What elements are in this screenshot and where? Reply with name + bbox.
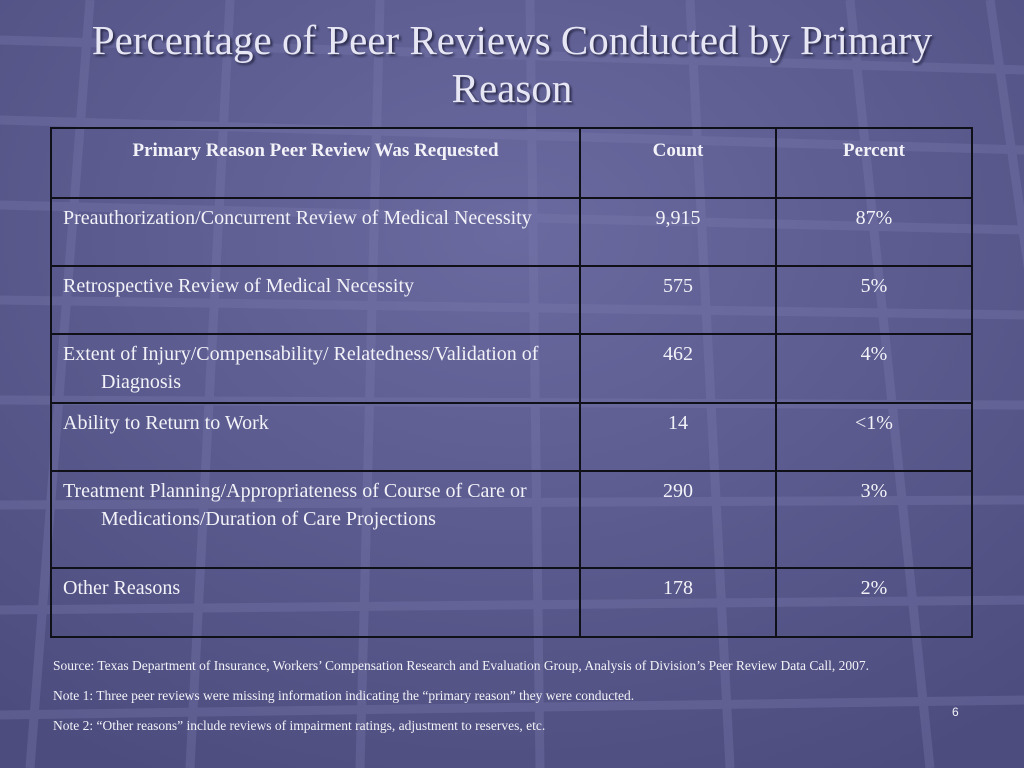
slide-title: Percentage of Peer Reviews Conducted by … (91, 17, 933, 111)
footnotes: Source: Texas Department of Insurance, W… (53, 655, 933, 745)
reason-cell: Ability to Return to Work (52, 404, 581, 470)
header-count: Count (581, 129, 777, 197)
percent-cell: 2% (860, 577, 888, 599)
page-number: 6 (952, 705, 959, 719)
table-row: Ability to Return to Work 14 <1% (52, 404, 971, 472)
table-row: Retrospective Review of Medical Necessit… (52, 267, 971, 335)
table-row: Extent of Injury/Compensability/ Related… (52, 335, 971, 404)
source-note: Source: Texas Department of Insurance, W… (53, 658, 870, 673)
peer-review-table: Primary Reason Peer Review Was Requested… (50, 127, 973, 638)
percent-cell: 4% (860, 343, 888, 365)
count-cell: 178 (581, 569, 777, 636)
reason-cell: Retrospective Review of Medical Necessit… (52, 267, 581, 333)
header-reason: Primary Reason Peer Review Was Requested (52, 129, 581, 197)
table-row: Other Reasons 178 2% (52, 569, 971, 636)
reason-cell: Preauthorization/Concurrent Review of Me… (52, 199, 581, 265)
count-cell: 575 (581, 267, 777, 333)
table-row: Treatment Planning/Appropriateness of Co… (52, 472, 971, 569)
reason-cell: Other Reasons (52, 569, 581, 636)
percent-cell: 5% (860, 275, 888, 297)
count-cell: 9,915 (581, 199, 777, 265)
header-percent: Percent (843, 140, 905, 161)
percent-cell: 3% (860, 480, 888, 502)
percent-cell: 87% (855, 207, 893, 229)
note-1: Note 1: Three peer reviews were missing … (53, 688, 635, 703)
reason-cell: Extent of Injury/Compensability/ Related… (52, 335, 581, 402)
note-2: Note 2: “Other reasons” include reviews … (53, 718, 546, 733)
count-cell: 290 (581, 472, 777, 567)
count-cell: 462 (581, 335, 777, 402)
percent-cell: <1% (855, 412, 893, 434)
reason-cell: Treatment Planning/Appropriateness of Co… (52, 472, 581, 567)
count-cell: 14 (581, 404, 777, 470)
table-header-row: Primary Reason Peer Review Was Requested… (52, 129, 971, 199)
table-row: Preauthorization/Concurrent Review of Me… (52, 199, 971, 267)
